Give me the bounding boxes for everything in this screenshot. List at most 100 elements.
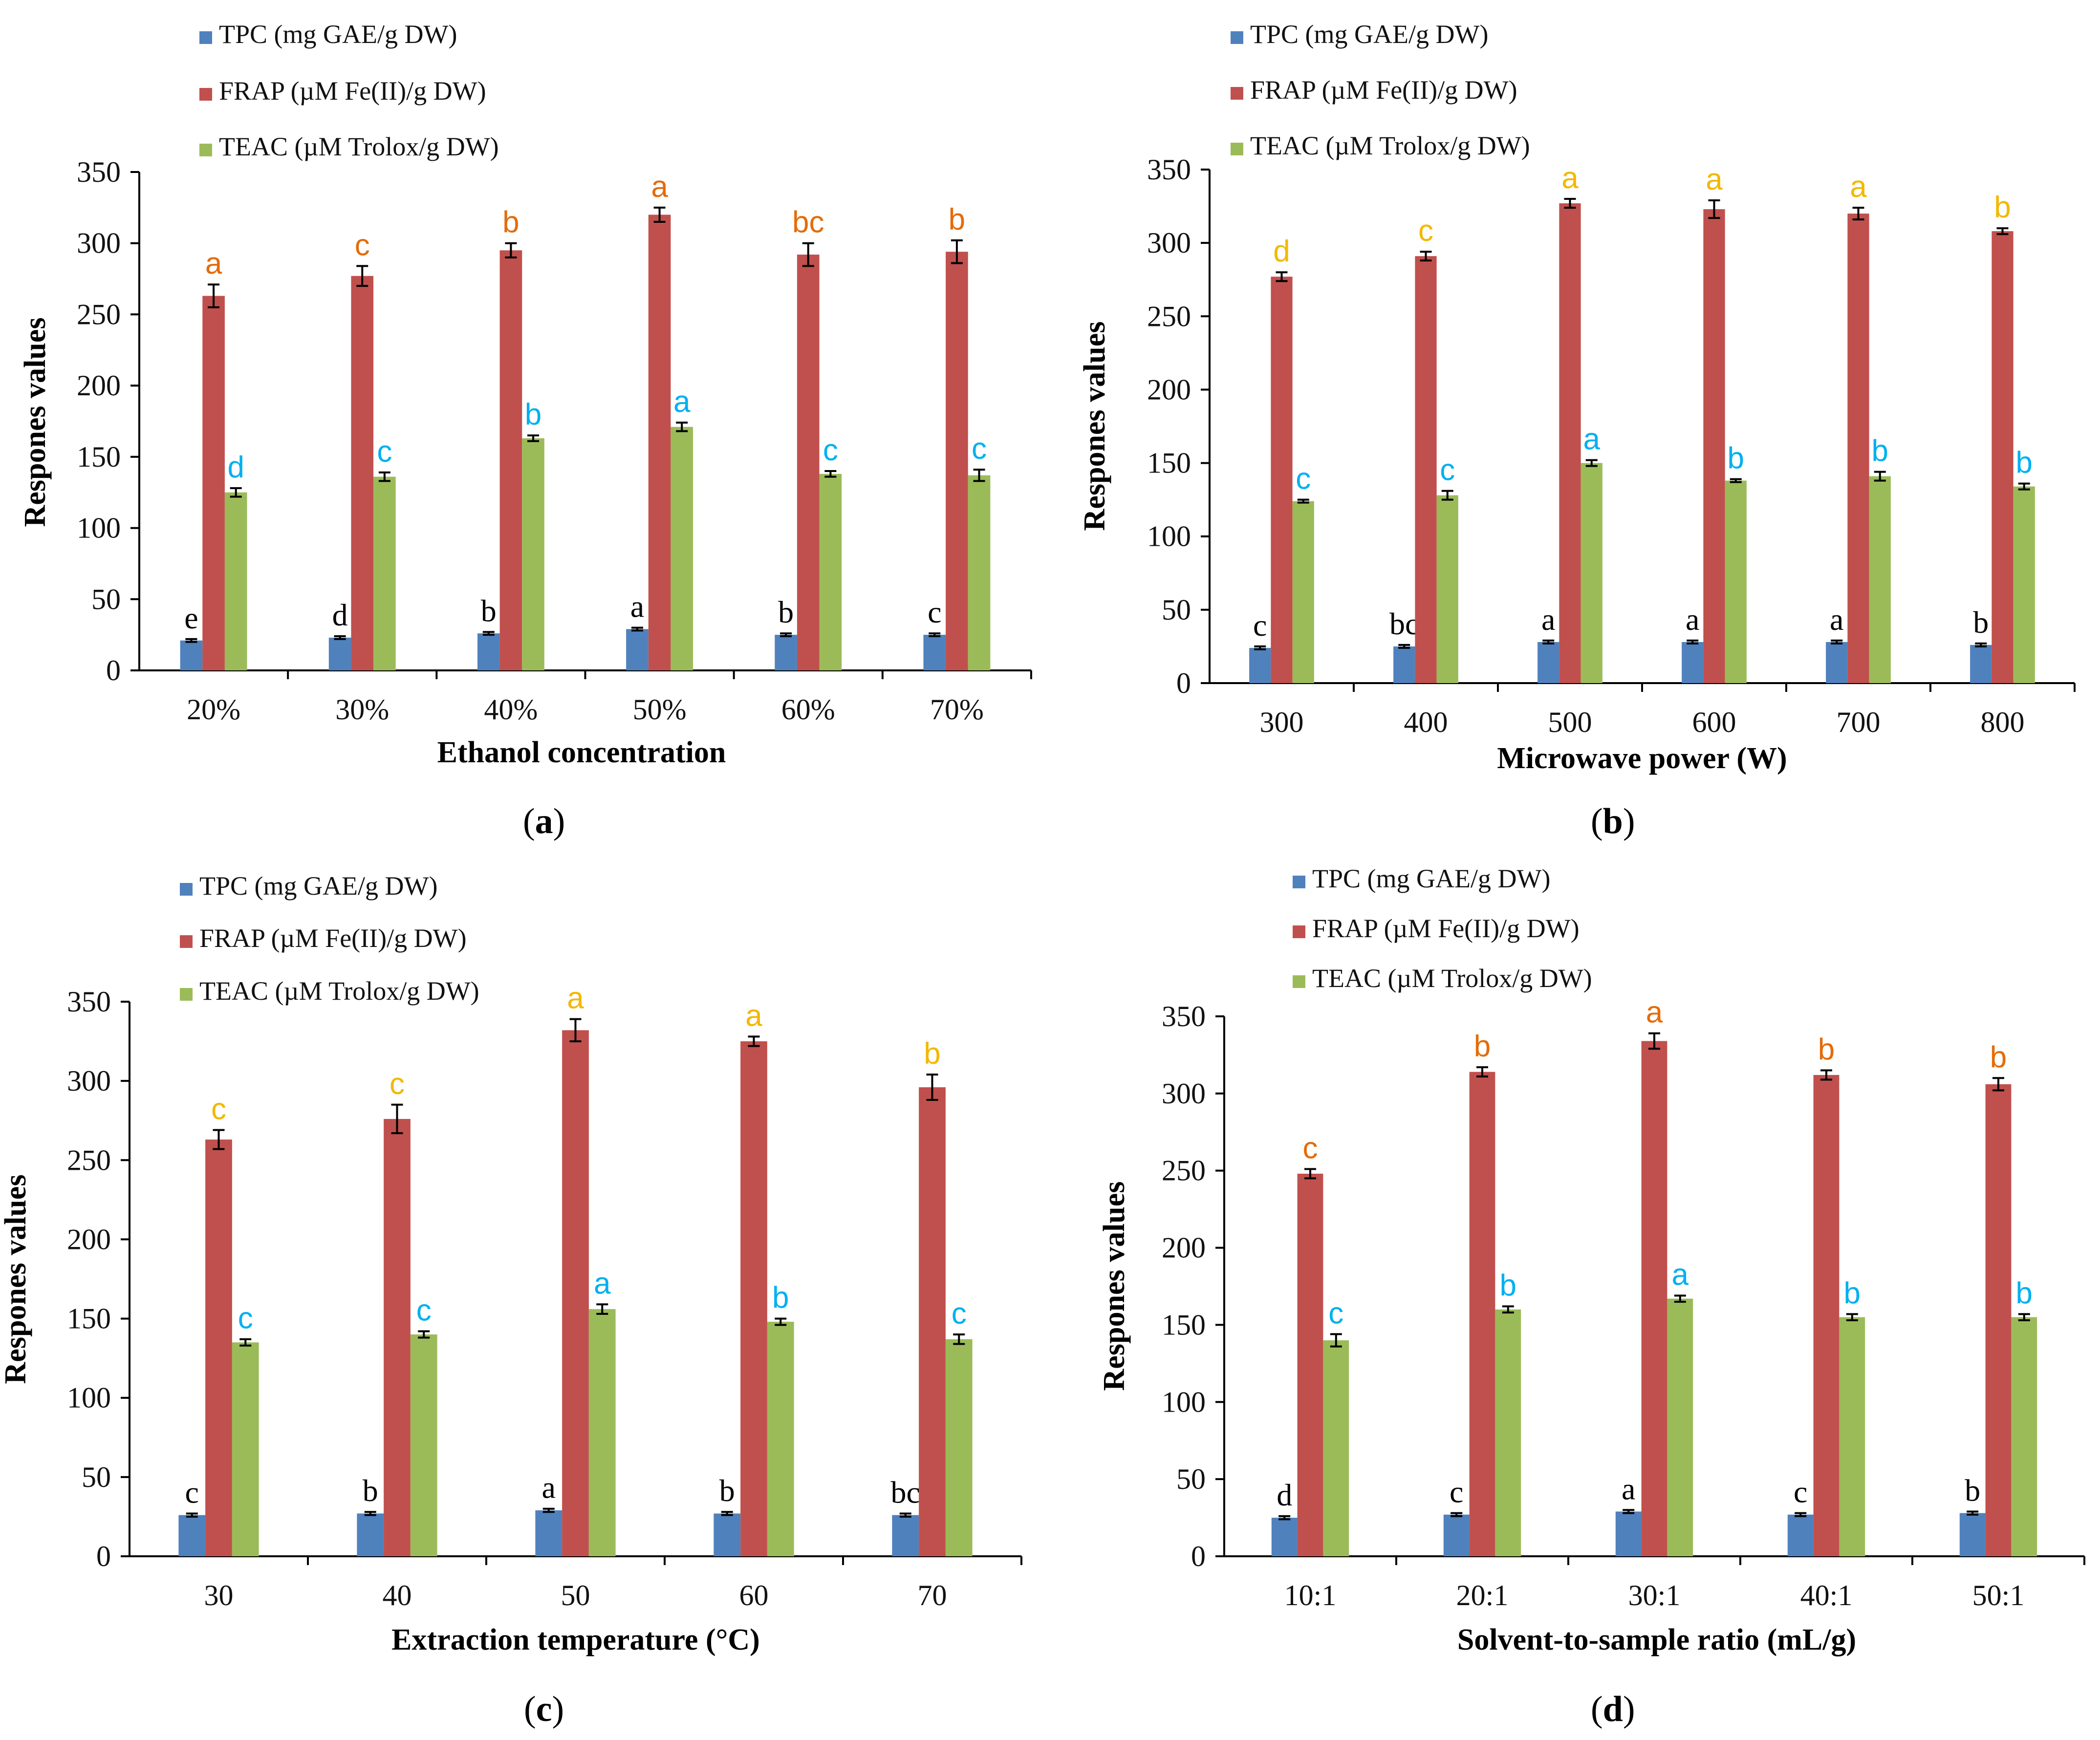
error-bar xyxy=(1254,645,1266,650)
error-bar xyxy=(208,283,220,308)
bar-tpc xyxy=(178,1515,206,1556)
bar-frap xyxy=(202,296,225,670)
bar-teac xyxy=(671,427,693,670)
significance-letter: b xyxy=(949,203,965,236)
caption-paren-open: ( xyxy=(1591,1689,1603,1729)
x-tick-label: 40% xyxy=(484,693,538,726)
y-tick-label: 250 xyxy=(77,298,121,330)
significance-letter: c xyxy=(416,1294,432,1328)
error-bar xyxy=(1992,1077,2004,1092)
y-tick-label: 50 xyxy=(91,583,121,615)
error-bar xyxy=(1420,251,1432,262)
bar-teac xyxy=(1292,501,1314,683)
bar-teac xyxy=(767,1322,794,1556)
y-tick-label: 0 xyxy=(106,654,121,687)
bar-tpc xyxy=(1537,642,1559,683)
x-tick-label: 600 xyxy=(1692,706,1736,738)
significance-letter: bc xyxy=(792,206,824,239)
y-tick-label: 100 xyxy=(77,512,121,544)
y-tick-label: 150 xyxy=(1147,447,1191,479)
significance-letter: b xyxy=(525,398,541,431)
chart-panel-b: 0 50 100 150 200 250 300 350 300 c d c 400 bc c c 500 a a a… xyxy=(1078,20,2076,841)
legend-label: TPC (mg GAE/g DW) xyxy=(1250,20,1488,49)
significance-letter: c xyxy=(211,1093,226,1126)
legend-swatch-teac xyxy=(180,988,193,1001)
error-bar xyxy=(185,638,197,643)
legend-label: TEAC (µM Trolox/g DW) xyxy=(1312,964,1592,993)
y-tick-label: 0 xyxy=(96,1540,111,1572)
bar-frap xyxy=(499,250,522,670)
x-axis-title: Solvent-to-sample ratio (mL/g) xyxy=(1457,1623,1856,1656)
legend-label: FRAP (µM Fe(II)/g DW) xyxy=(219,76,486,106)
x-tick-label: 60 xyxy=(739,1579,769,1611)
significance-letter: c xyxy=(952,1297,967,1331)
error-bar xyxy=(569,1018,582,1043)
bar-frap xyxy=(1813,1074,1840,1556)
error-bar xyxy=(1451,1512,1463,1517)
significance-letter: b xyxy=(924,1037,940,1071)
y-axis-title: Respones values xyxy=(19,318,52,527)
error-bar xyxy=(1278,1515,1291,1521)
significance-letter: b xyxy=(1844,1276,1861,1310)
significance-letter: b xyxy=(772,1281,789,1315)
x-tick-label: 500 xyxy=(1548,706,1592,738)
significance-letter: a xyxy=(1583,423,1601,456)
x-tick-label: 30% xyxy=(335,693,389,726)
error-bar xyxy=(1975,642,1987,647)
error-bar xyxy=(356,265,368,287)
error-bar xyxy=(1795,1512,1807,1517)
error-bar xyxy=(1276,271,1288,282)
y-tick-label: 200 xyxy=(77,369,121,402)
error-bar xyxy=(239,1338,252,1347)
y-tick-label: 200 xyxy=(1147,373,1191,406)
error-bar xyxy=(631,626,643,632)
bar-teac xyxy=(1580,463,1602,683)
y-tick-label: 250 xyxy=(1162,1155,1206,1187)
bar-tpc xyxy=(1787,1514,1814,1556)
error-bar xyxy=(1330,1333,1342,1348)
error-bar xyxy=(721,1511,733,1516)
y-tick-label: 50 xyxy=(1162,594,1191,626)
bar-teac xyxy=(232,1342,259,1556)
significance-letter: b xyxy=(1973,605,1989,640)
significance-letter: a xyxy=(1541,602,1555,637)
significance-letter: a xyxy=(651,170,668,204)
significance-letter: c xyxy=(1296,462,1311,496)
bar-teac xyxy=(224,492,247,670)
significance-letter: c xyxy=(972,432,987,466)
bar-frap xyxy=(1992,231,2013,683)
y-tick-label: 300 xyxy=(1147,227,1191,259)
legend-swatch-tpc xyxy=(1231,31,1243,44)
caption-letter: b xyxy=(1603,801,1623,841)
legend-swatch-teac xyxy=(1293,975,1305,988)
bar-tpc xyxy=(714,1513,741,1556)
panel-caption: (b) xyxy=(1591,801,1635,841)
error-bar xyxy=(391,1103,403,1135)
error-bar xyxy=(929,632,941,638)
bar-tpc xyxy=(1970,644,1992,683)
significance-letter: b xyxy=(1994,191,2011,224)
x-tick-label: 70% xyxy=(930,693,984,726)
significance-letter: a xyxy=(745,999,762,1032)
caption-letter: c xyxy=(536,1689,552,1729)
bar-teac xyxy=(945,1339,973,1556)
x-tick-label: 40:1 xyxy=(1800,1579,1853,1611)
bar-teac xyxy=(522,438,544,670)
legend-swatch-teac xyxy=(1231,143,1243,155)
x-tick-label: 30 xyxy=(204,1579,234,1611)
significance-letter: a xyxy=(1672,1258,1689,1291)
x-tick-label: 40 xyxy=(383,1579,412,1611)
significance-letter: b xyxy=(481,593,497,628)
significance-letter: c xyxy=(377,435,392,469)
bar-frap xyxy=(562,1030,589,1556)
bar-frap xyxy=(740,1041,767,1556)
error-bar xyxy=(748,1035,760,1047)
legend-label: TEAC (µM Trolox/g DW) xyxy=(219,132,499,161)
significance-letter: a xyxy=(1850,170,1867,204)
error-bar xyxy=(824,470,837,478)
x-axis-title: Ethanol concentration xyxy=(437,736,726,769)
error-bar xyxy=(676,421,688,432)
significance-letter: b xyxy=(1818,1033,1835,1067)
error-bar xyxy=(1674,1294,1686,1303)
error-bar xyxy=(378,471,390,482)
